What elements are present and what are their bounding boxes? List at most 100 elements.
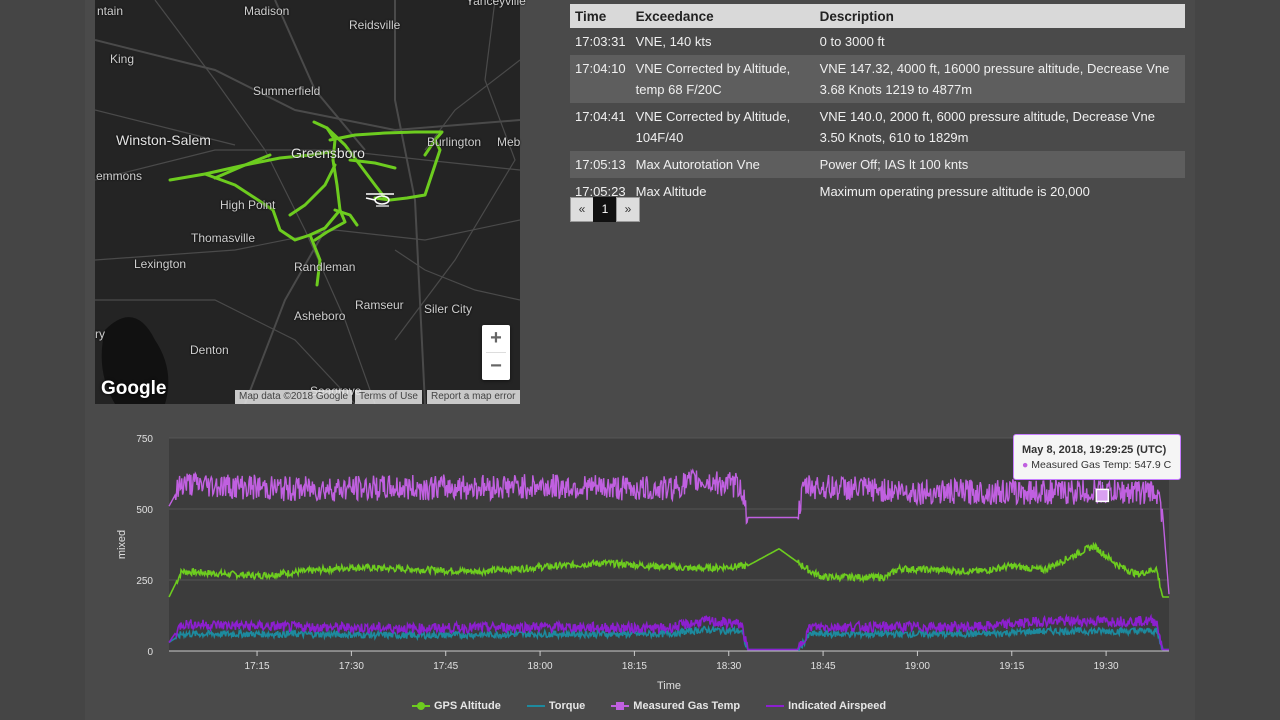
map-road [95,219,520,261]
series-line-indicated-airspeed[interactable] [168,613,1169,651]
tooltip-series: Measured Gas Temp [1031,459,1129,471]
cell-description: VNE 140.0, 2000 ft, 6000 pressure altitu… [814,103,1185,151]
map-city-label: Randleman [294,260,356,274]
flight-track [313,208,347,242]
chart-legend: GPS Altitude Torque Measured Gas Temp Indic… [412,700,886,712]
cell-time: 17:04:10 [570,55,631,103]
x-tick-label: 19:15 [999,661,1024,672]
map-road [394,0,426,404]
chart-tooltip: May 8, 2018, 19:29:25 (UTC) ● Measured G… [1013,434,1181,480]
next-page-button[interactable]: » [616,197,640,222]
map-city-label: Yanceyville [466,0,526,8]
table-header-row: Time Exceedance Description [570,4,1185,28]
legend-label: Indicated Airspeed [788,700,887,712]
legend-label: Measured Gas Temp [633,700,741,712]
pagination: « 1 » [570,197,640,222]
x-tick-label: 19:00 [905,661,930,672]
x-tick-label: 17:30 [339,661,364,672]
map-zoom-control[interactable]: + − [482,325,510,380]
map-city-label: Burlington [427,135,482,149]
flight-track [423,138,437,157]
terms-of-use-link[interactable]: Terms of Use [355,390,422,404]
flight-track [271,208,312,242]
hover-point-marker[interactable] [1095,488,1110,503]
map-city-label: Greensboro [291,145,365,161]
cell-description: 0 to 3000 ft [814,28,1185,55]
map-city-label: emmons [96,169,143,183]
legend-line-icon [766,701,785,711]
map-city-label: King [110,52,135,66]
zoom-out-button[interactable]: − [490,355,502,377]
legend-item-measured-gas-temp[interactable]: Measured Gas Temp [611,700,740,712]
map-road [95,299,356,404]
time-header[interactable]: Time [570,4,631,28]
map-canvas[interactable] [95,0,520,404]
page-1-button[interactable]: 1 [593,197,617,222]
zoom-in-button[interactable]: + [490,327,502,349]
table-row[interactable]: 17:04:41 VNE Corrected by Altitude, 104F/… [570,103,1185,151]
tooltip-title: May 8, 2018, 19:29:25 (UTC) [1022,444,1167,456]
cell-exceedance: Max Altitude [630,178,815,205]
y-tick-label: 250 [136,576,153,587]
map-city-label: Meb [497,135,521,149]
cell-exceedance: VNE, 140 kts [630,28,815,55]
x-tick-label: 18:30 [716,661,741,672]
flight-track [288,163,337,217]
series-line-torque[interactable] [168,623,1169,651]
legend-item-gps-altitude[interactable]: GPS Altitude [412,700,501,712]
cell-exceedance: VNE Corrected by Altitude, 104F/40 [630,103,815,151]
map-road [95,39,520,132]
map-city-label: Thomasville [191,231,256,245]
helicopter-icon[interactable] [365,193,394,207]
x-tick-label: 19:30 [1094,661,1119,672]
exceedance-header[interactable]: Exceedance [630,4,815,28]
flight-map[interactable] [95,0,520,404]
map-road [95,109,236,146]
cell-exceedance: Max Autorotation Vne [630,151,815,178]
x-tick-label: 18:15 [622,661,647,672]
report-map-error-link[interactable]: Report a map error [427,390,520,404]
flight-data-chart[interactable]: 0 250 500 750 17:15 17:30 17:45 18:00 18:15 18:30… [85,420,1195,700]
map-city-label: Summerfield [253,84,321,98]
map-city-label: Lexington [134,257,187,271]
map-road [154,0,376,404]
table-row[interactable]: 17:04:10 VNE Corrected by Altitude, temp … [570,55,1185,103]
legend-circle-icon [412,701,430,711]
legend-item-torque[interactable]: Torque [526,700,585,712]
flight-track [213,153,272,180]
x-tick-label: 17:45 [433,661,458,672]
map-city-label: ntain [97,4,124,18]
y-tick-label: 500 [136,505,153,516]
x-tick-label: 18:00 [528,661,553,672]
prev-page-button[interactable]: « [570,197,594,222]
y-axis-title: mixed [116,530,128,559]
legend-item-indicated-airspeed[interactable]: Indicated Airspeed [766,700,886,712]
map-data-attribution: Map data ©2018 Google [235,390,353,404]
flight-track [203,172,275,212]
flight-track [168,150,332,182]
cell-time: 17:05:13 [570,151,631,178]
table-row[interactable]: 17:03:31 VNE, 140 kts 0 to 3000 ft [570,28,1185,55]
table-row[interactable]: 17:05:13 Max Autorotation Vne Power Off; I… [570,151,1185,178]
flight-track [348,158,397,170]
series-line-measured-gas-temp[interactable] [168,468,1170,595]
x-tick-label: 17:15 [245,661,270,672]
description-header[interactable]: Description [814,4,1185,28]
y-tick-label: 0 [147,647,153,658]
cell-description: Maximum operating pressure altitude is 2… [814,178,1185,205]
series-line-gps-altitude[interactable] [168,541,1169,598]
exceedance-table: Time Exceedance Description 17:03:31 VNE,… [570,4,1185,205]
cell-time: 17:04:41 [570,103,631,151]
y-tick-label: 750 [136,434,153,445]
map-city-label: Reidsville [349,18,401,32]
legend-line-icon [526,701,545,711]
table-row[interactable]: 17:05:23 Max Altitude Maximum operating pr… [570,178,1185,205]
map-city-label: Winston-Salem [116,132,211,148]
plot-area[interactable] [169,438,1169,651]
google-logo: Google [101,378,167,399]
legend-label: GPS Altitude [434,700,501,712]
map-city-label: High Point [220,198,276,212]
tooltip-value-row: ● Measured Gas Temp: 547.9 C [1022,459,1172,471]
map-road [424,59,520,151]
map-city-label: ry [95,327,105,341]
